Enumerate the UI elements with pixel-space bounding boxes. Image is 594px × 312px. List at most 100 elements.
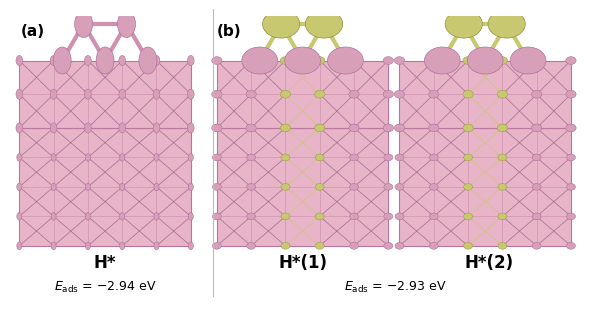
Circle shape [349,90,359,98]
Circle shape [510,47,546,74]
Circle shape [280,90,290,98]
Circle shape [327,47,364,74]
Circle shape [213,124,222,131]
Circle shape [315,183,324,190]
Circle shape [429,242,438,249]
Circle shape [315,124,325,132]
Circle shape [154,242,159,250]
Circle shape [247,154,255,161]
Circle shape [567,124,576,131]
Circle shape [463,124,473,131]
Circle shape [497,90,507,98]
Circle shape [315,124,324,131]
Circle shape [463,183,473,190]
Circle shape [188,56,194,66]
Circle shape [498,213,507,220]
Circle shape [281,242,290,249]
Circle shape [86,124,90,132]
Circle shape [513,0,538,6]
Circle shape [188,89,194,99]
Circle shape [246,57,256,64]
Circle shape [246,124,256,132]
Bar [400,61,571,128]
Circle shape [349,57,359,64]
Circle shape [305,10,343,38]
Text: $E_{\mathrm{ads}}$ = −2.93 eV: $E_{\mathrm{ads}}$ = −2.93 eV [345,280,447,295]
Circle shape [532,90,542,98]
Circle shape [349,242,359,249]
Text: (a): (a) [21,24,45,39]
Circle shape [463,213,473,220]
Circle shape [384,242,393,249]
Circle shape [16,89,23,99]
Circle shape [463,242,473,249]
Circle shape [84,56,91,66]
Circle shape [242,47,277,74]
Circle shape [498,183,507,190]
Circle shape [119,89,125,99]
Circle shape [86,154,90,161]
Circle shape [17,242,22,250]
Circle shape [153,56,160,66]
Circle shape [394,57,405,64]
Circle shape [463,57,473,64]
Circle shape [532,124,541,131]
Circle shape [429,213,438,220]
Circle shape [383,90,393,98]
Text: H*(1): H*(1) [278,254,327,272]
Circle shape [213,213,222,220]
Circle shape [154,154,159,161]
Circle shape [51,242,56,250]
Circle shape [315,242,324,249]
Circle shape [488,10,525,38]
Circle shape [247,213,255,220]
Circle shape [429,124,438,131]
Circle shape [384,213,393,220]
Text: H*(2): H*(2) [465,254,513,272]
Circle shape [463,124,473,132]
Circle shape [154,124,159,132]
Circle shape [349,154,359,161]
Circle shape [119,154,125,161]
Circle shape [16,123,23,133]
Circle shape [315,154,324,161]
Circle shape [213,154,222,161]
Circle shape [211,57,222,64]
Circle shape [188,242,193,250]
Circle shape [429,154,438,161]
Circle shape [315,213,324,220]
Circle shape [50,89,57,99]
Text: H*: H* [94,254,116,272]
Bar [217,61,388,128]
Circle shape [53,47,71,74]
Circle shape [17,124,22,132]
Circle shape [188,124,193,132]
Circle shape [395,213,404,220]
Circle shape [395,154,404,161]
Circle shape [349,124,359,131]
Circle shape [280,124,290,132]
Circle shape [281,124,290,131]
Circle shape [119,242,125,250]
Circle shape [384,154,393,161]
Circle shape [281,154,290,161]
Circle shape [395,124,404,131]
Circle shape [153,89,160,99]
Circle shape [188,183,193,191]
Circle shape [497,124,507,132]
Circle shape [383,124,393,132]
Circle shape [281,213,290,220]
Circle shape [567,242,576,249]
Circle shape [463,90,473,98]
Circle shape [497,57,507,64]
Circle shape [315,57,325,64]
Text: (b): (b) [217,24,242,39]
Circle shape [463,154,473,161]
Circle shape [263,10,300,38]
Circle shape [394,90,405,98]
Circle shape [50,123,57,133]
Circle shape [51,183,56,191]
Circle shape [285,47,321,74]
Bar [20,61,191,128]
Text: $E_{\mathrm{ads}}$ = −2.94 eV: $E_{\mathrm{ads}}$ = −2.94 eV [54,280,156,295]
